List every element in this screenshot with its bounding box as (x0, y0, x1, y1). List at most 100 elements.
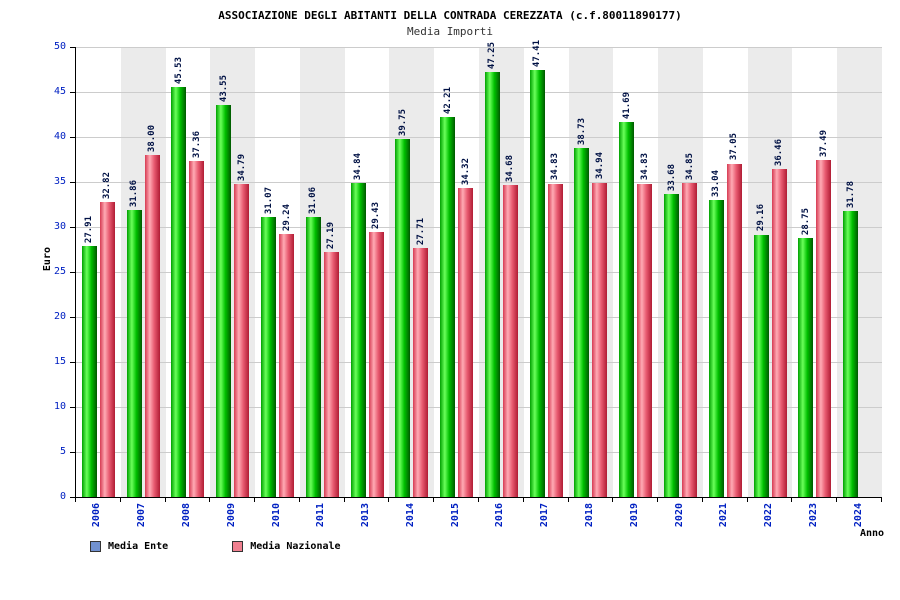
legend-item-media-ente: Media Ente (90, 541, 168, 552)
bar-value-label: 29.24 (281, 203, 292, 231)
y-tick-label-50: 50 (53, 41, 66, 52)
y-tick-mark (70, 317, 75, 318)
y-tick-mark (70, 137, 75, 138)
y-tick-mark (70, 452, 75, 453)
bar-media-nazionale-2016 (502, 184, 518, 497)
bar-media-ente-2015 (440, 117, 456, 497)
y-tick-mark (70, 407, 75, 408)
y-axis-tick-labels: 0 5 10 15 20 25 30 35 40 45 50 (0, 41, 68, 507)
y-tick-label-5: 5 (59, 446, 66, 457)
bar-value-label: 28.75 (800, 208, 811, 236)
bar-media-ente-2016 (484, 71, 500, 497)
x-tick-label-2019: 2019 (628, 503, 640, 528)
x-tick-mark (791, 498, 793, 502)
gridline (76, 137, 882, 138)
x-tick-mark (433, 498, 435, 502)
bar-media-nazionale-2006 (99, 201, 115, 497)
bar-media-nazionale-2023 (816, 159, 832, 497)
x-tick-mark (298, 498, 300, 502)
x-tick-mark (836, 498, 838, 502)
bar-media-nazionale-2015 (458, 188, 474, 497)
x-tick-mark (701, 498, 703, 502)
bar-media-nazionale-2017 (547, 183, 563, 497)
x-tick-label-2006: 2006 (91, 503, 103, 528)
bar-media-nazionale-2020 (682, 183, 697, 497)
gridline (76, 317, 882, 318)
x-tick-mark (746, 498, 748, 502)
x-tick-mark (612, 498, 614, 502)
bar-media-nazionale-2009 (234, 183, 250, 497)
x-tick-label-2008: 2008 (180, 503, 192, 528)
x-tick-mark (254, 498, 256, 502)
y-tick-label-25: 25 (53, 266, 66, 277)
bar-value-label: 39.75 (397, 109, 408, 137)
y-tick-mark (70, 92, 75, 93)
bar-value-label: 27.19 (326, 222, 337, 250)
y-tick-mark (70, 227, 75, 228)
x-tick-label-2018: 2018 (583, 503, 595, 528)
gridline (76, 362, 882, 363)
bar-media-ente-2006 (81, 245, 97, 497)
x-axis-title: Anno (860, 528, 885, 539)
bar-media-ente-2011 (305, 217, 321, 497)
bar-value-label: 31.86 (129, 180, 140, 208)
bar-media-ente-2020 (664, 193, 679, 497)
bar-value-label: 31.78 (845, 180, 856, 208)
bar-media-nazionale-2018 (592, 182, 608, 497)
bar-value-label: 29.43 (371, 202, 382, 230)
bar-value-label: 34.94 (594, 152, 605, 180)
x-tick-label-2020: 2020 (673, 503, 685, 528)
x-tick-label-2017: 2017 (539, 503, 551, 528)
bar-media-nazionale-2007 (144, 155, 160, 497)
x-tick-label-2013: 2013 (360, 503, 372, 528)
y-tick-mark (70, 497, 75, 498)
bar-value-label: 34.79 (236, 153, 247, 181)
y-tick-mark (70, 272, 75, 273)
x-tick-label-2011: 2011 (315, 503, 327, 528)
bar-media-ente-2008 (171, 87, 187, 497)
y-tick-mark (70, 47, 75, 48)
x-tick-mark (164, 498, 166, 502)
x-tick-mark (478, 498, 479, 502)
x-tick-label-2022: 2022 (763, 503, 775, 528)
bar-value-label: 37.05 (729, 133, 740, 161)
gridline (76, 47, 882, 48)
bar-value-label: 36.46 (774, 138, 785, 166)
bar-media-nazionale-2014 (413, 247, 429, 497)
x-tick-mark (209, 498, 211, 502)
y-tick-label-20: 20 (53, 311, 66, 322)
bar-media-ente-2013 (350, 183, 366, 497)
x-tick-mark (75, 498, 76, 502)
bar-value-label: 32.82 (102, 171, 113, 199)
bar-value-label: 34.84 (353, 153, 364, 181)
legend: Media Ente Media Nazionale (90, 541, 405, 552)
bar-value-label: 37.49 (818, 129, 829, 157)
bar-value-label: 33.04 (711, 169, 722, 197)
bar-media-ente-2018 (574, 148, 590, 497)
bar-media-ente-2009 (216, 105, 232, 497)
y-tick-label-40: 40 (53, 131, 66, 142)
bar-media-nazionale-2019 (637, 183, 653, 497)
legend-item-media-nazionale: Media Nazionale (232, 541, 341, 552)
bar-value-label: 37.36 (191, 130, 202, 158)
x-tick-mark (388, 498, 390, 502)
y-tick-mark (70, 182, 75, 183)
y-tick-label-45: 45 (53, 86, 66, 97)
gridline (76, 452, 882, 453)
bar-media-nazionale-2021 (726, 163, 742, 497)
legend-label-media-ente: Media Ente (108, 541, 169, 552)
x-tick-mark (881, 498, 882, 502)
bar-value-label: 43.55 (218, 74, 229, 103)
bar-value-label: 31.06 (308, 187, 319, 215)
x-tick-mark (657, 498, 659, 502)
bar-media-nazionale-2010 (279, 233, 294, 497)
bar-value-label: 38.00 (147, 124, 158, 152)
bar-media-ente-2014 (395, 139, 411, 497)
x-tick-label-2015: 2015 (449, 503, 461, 528)
bar-value-label: 34.85 (684, 153, 695, 181)
x-tick-label-2024: 2024 (852, 503, 864, 528)
bar-media-nazionale-2011 (323, 252, 339, 497)
bar-media-ente-2021 (708, 199, 724, 497)
bar-value-label: 29.16 (756, 204, 767, 232)
